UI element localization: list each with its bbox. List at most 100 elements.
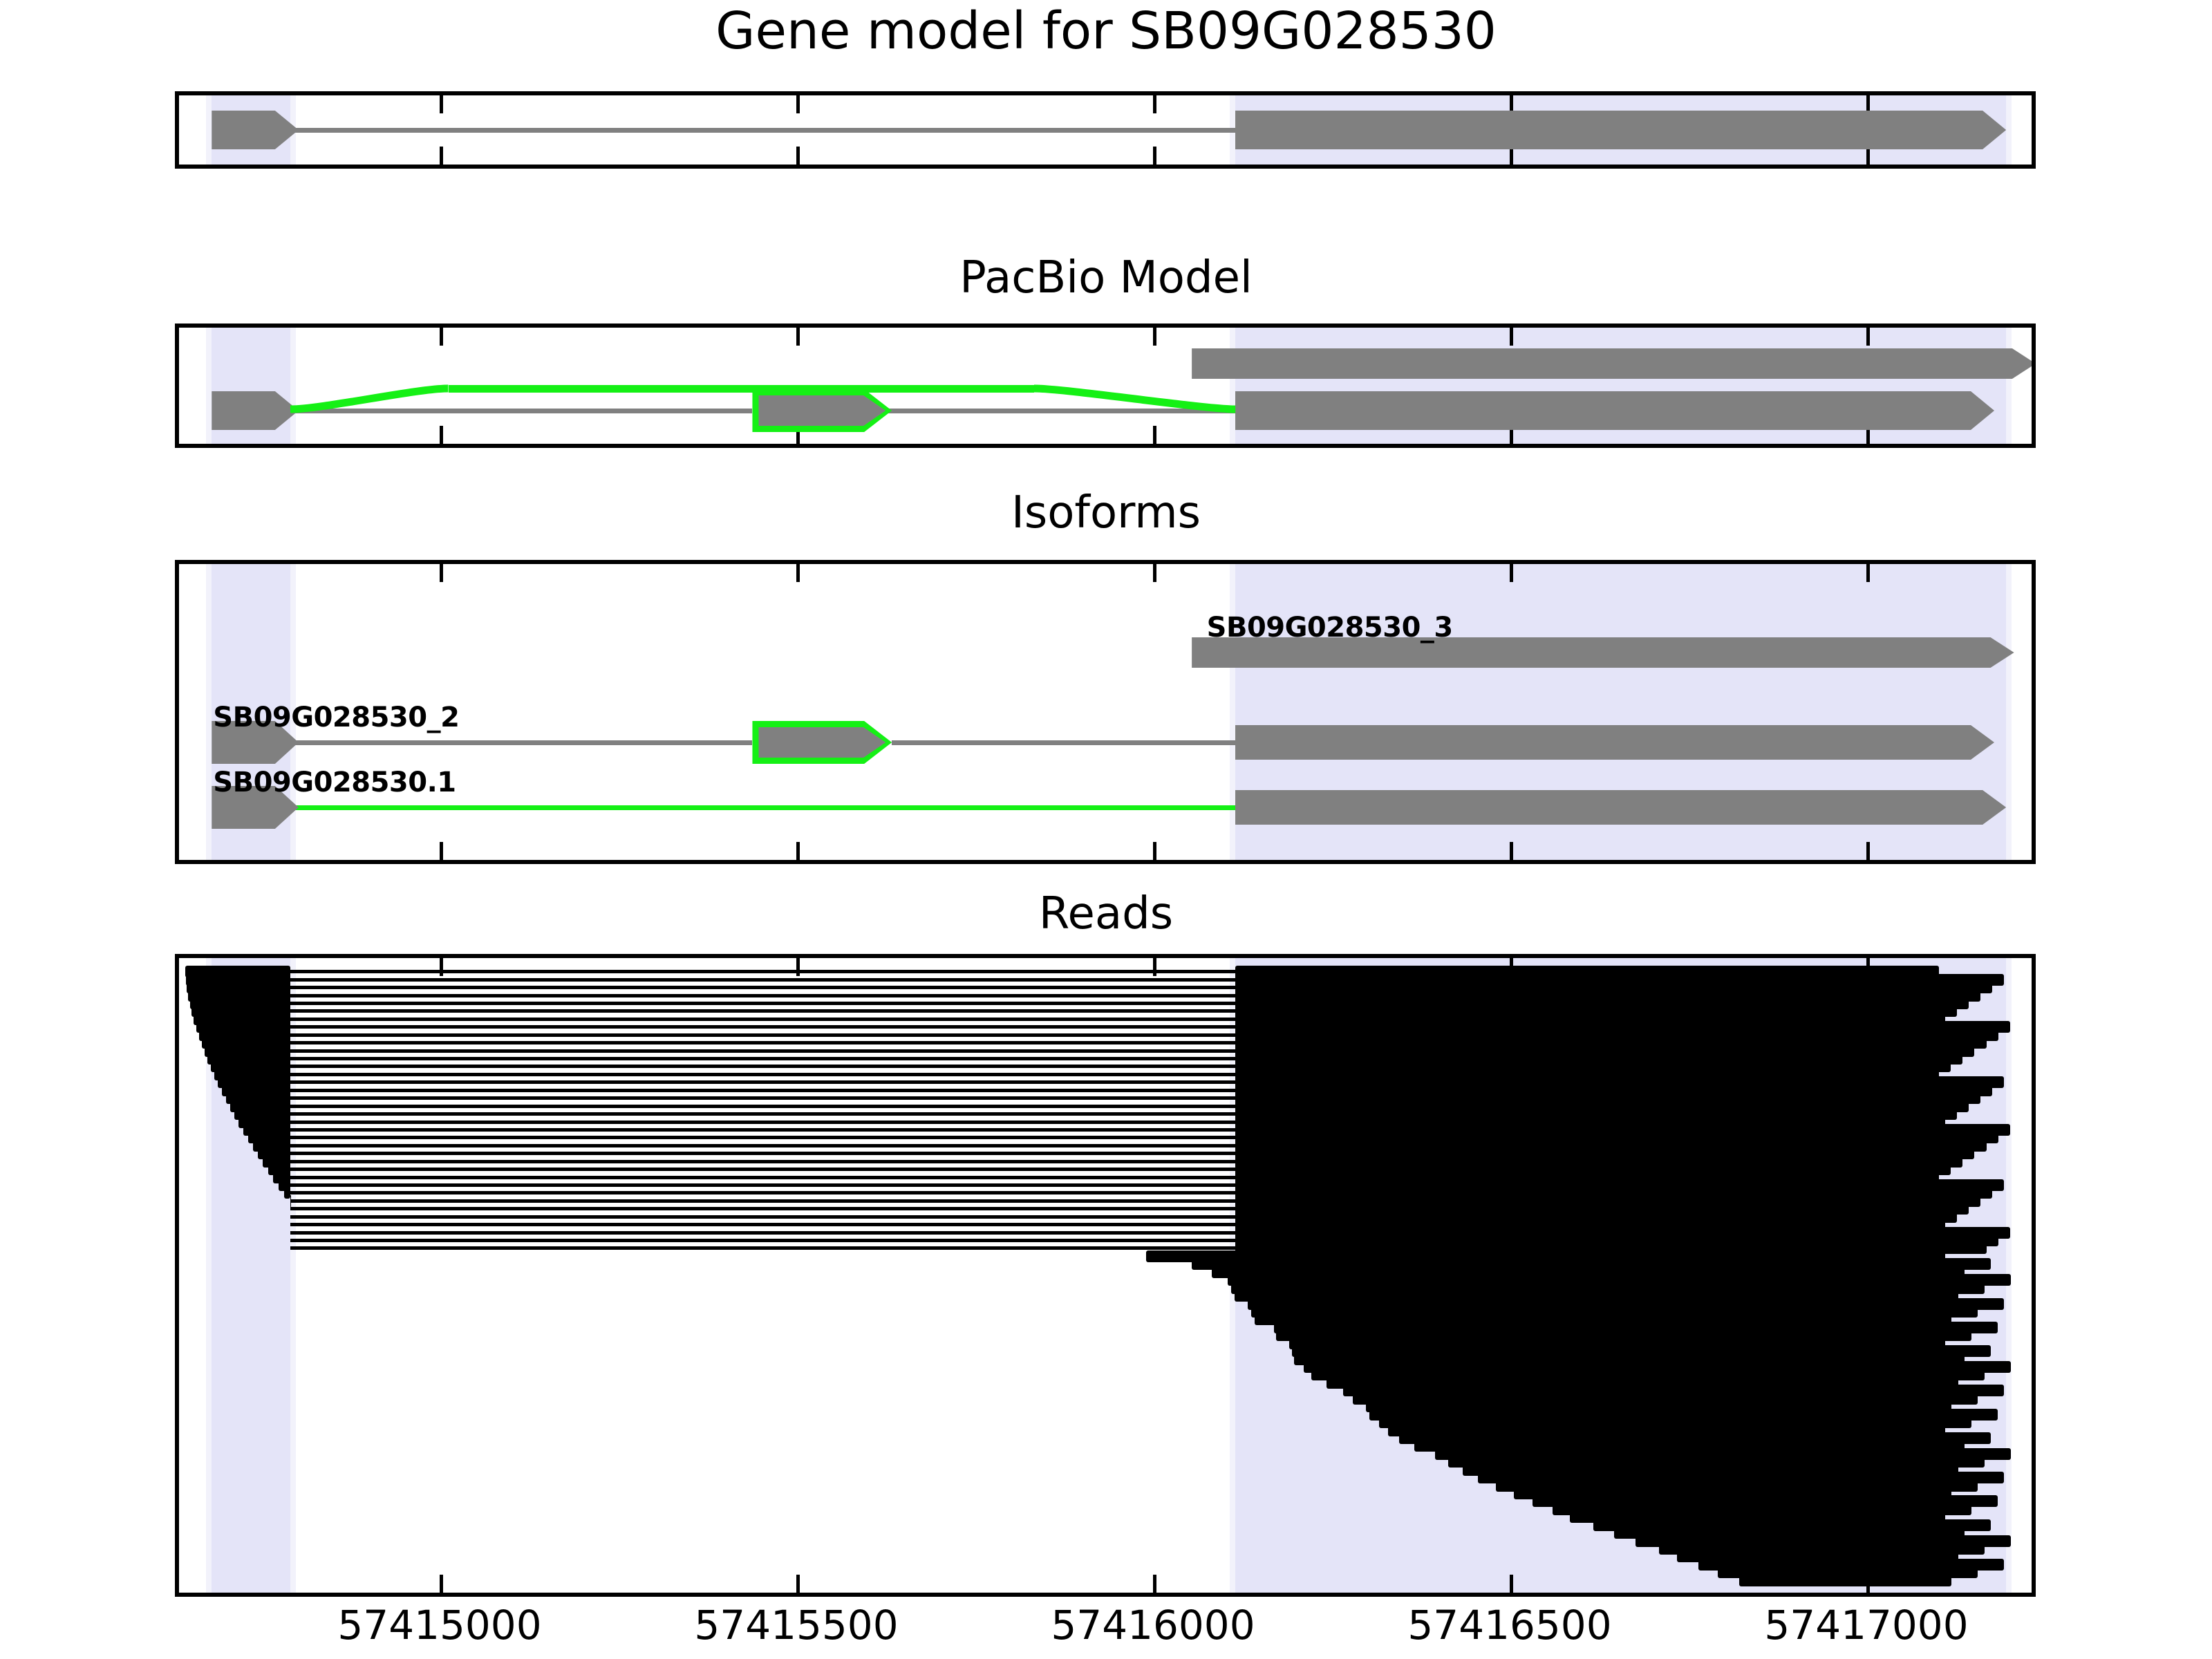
x-axis-tick-label-2: 57416000 <box>1051 1602 1255 1649</box>
tick-bottom-2 <box>1153 147 1156 165</box>
read-intron-line <box>290 1152 1235 1156</box>
read-intron-line <box>290 1033 1235 1037</box>
read-intron-line <box>290 1001 1235 1005</box>
highlight-edge-b-0 <box>290 328 297 444</box>
read-intron-line <box>290 1088 1235 1092</box>
highlight-edge-0 <box>206 328 212 444</box>
reads-panel <box>175 954 2036 1597</box>
tick-bottom-0 <box>440 147 443 165</box>
tick-bottom-4 <box>1866 426 1870 444</box>
read-intron-line <box>290 1049 1235 1053</box>
read-intron-line <box>290 1120 1235 1124</box>
tick-bottom-3 <box>1510 147 1513 165</box>
tick-bottom-1 <box>796 147 800 165</box>
read-intron-line <box>290 993 1235 997</box>
tick-top-3 <box>1510 95 1513 113</box>
read-intron-line <box>290 1215 1235 1219</box>
tick-top-4 <box>1866 95 1870 113</box>
read-exon-block <box>290 1194 291 1207</box>
tick-top-1 <box>796 95 800 113</box>
tick-top-0 <box>440 958 443 976</box>
tick-bottom-3 <box>1510 426 1513 444</box>
tick-top-4 <box>1866 328 1870 346</box>
tick-bottom-4 <box>1866 147 1870 165</box>
read-intron-line <box>290 1057 1235 1060</box>
read-intron-line <box>290 1041 1235 1045</box>
intron-line <box>892 740 1235 745</box>
highlight-edge-b-0 <box>290 958 297 1593</box>
exon-block <box>1192 348 2036 379</box>
x-axis-tick-label-3: 57416500 <box>1407 1602 1612 1649</box>
tick-bottom-0 <box>440 426 443 444</box>
pacbio-model-title: PacBio Model <box>959 252 1253 303</box>
tick-top-3 <box>1510 328 1513 346</box>
intron-line <box>290 408 753 413</box>
read-intron-line <box>290 1246 1235 1250</box>
highlight-edge-0 <box>206 958 212 1593</box>
splice-curve <box>1033 384 1235 413</box>
isoform-label-3: SB09G028530_3 <box>1206 612 1454 644</box>
tick-bottom-0 <box>440 842 443 860</box>
x-axis-tick-label-1: 57415500 <box>694 1602 899 1649</box>
read-intron-line <box>290 1017 1235 1021</box>
highlight-edge-b-0 <box>290 564 297 860</box>
highlight-edge-0 <box>206 564 212 860</box>
read-exon-block <box>1738 1574 1952 1586</box>
intron-line-green <box>290 805 1235 810</box>
reads-title: Reads <box>1038 888 1174 939</box>
read-intron-line <box>290 1009 1235 1013</box>
read-intron-line <box>290 977 1235 982</box>
isoform-label-2: SB09G028530_2 <box>213 702 460 733</box>
exon-block-highlighted <box>752 389 892 432</box>
highlight-edge-0 <box>206 95 212 165</box>
tick-bottom-1 <box>796 1575 800 1593</box>
highlight-edge-1 <box>1229 328 1235 444</box>
page-title: Gene model for SB09G028530 <box>715 1 1497 61</box>
read-intron-line <box>290 1183 1235 1187</box>
read-intron-line <box>290 1223 1235 1227</box>
gene-model-panel <box>175 91 2036 169</box>
read-intron-line <box>290 1191 1235 1195</box>
read-intron-line <box>290 1168 1235 1172</box>
tick-top-2 <box>1153 564 1156 582</box>
tick-bottom-1 <box>796 426 800 444</box>
read-intron-line <box>290 1096 1235 1100</box>
read-intron-line <box>290 1136 1235 1140</box>
intron-line-green <box>448 384 1034 393</box>
read-intron-line <box>290 1230 1235 1235</box>
tick-top-1 <box>796 958 800 976</box>
exon-block <box>1235 725 1994 760</box>
read-intron-line <box>290 1127 1235 1132</box>
tick-bottom-2 <box>1153 842 1156 860</box>
x-axis-tick-label-4: 57417000 <box>1764 1602 1969 1649</box>
read-intron-line <box>290 1159 1235 1163</box>
isoforms-title: Isoforms <box>1011 487 1201 538</box>
intron-line <box>290 127 1235 133</box>
x-axis-tick-label-0: 57415000 <box>337 1602 542 1649</box>
exon-block <box>1192 637 2014 668</box>
tick-bottom-3 <box>1510 842 1513 860</box>
tick-bottom-0 <box>440 1575 443 1593</box>
tick-top-2 <box>1153 328 1156 346</box>
highlight-edge-b-1 <box>2006 564 2012 860</box>
tick-top-0 <box>440 564 443 582</box>
tick-top-0 <box>440 95 443 113</box>
read-intron-line <box>290 1207 1235 1211</box>
read-intron-line <box>290 970 1235 974</box>
highlight-edge-1 <box>1229 564 1235 860</box>
splice-curve <box>290 384 449 413</box>
read-intron-line <box>290 1112 1235 1116</box>
isoform-label-1: SB09G028530.1 <box>213 767 456 798</box>
read-intron-line <box>290 1239 1235 1243</box>
tick-bottom-3 <box>1510 1575 1513 1593</box>
read-intron-line <box>290 1065 1235 1069</box>
tick-top-4 <box>1866 564 1870 582</box>
exon-block <box>1235 391 1994 430</box>
read-intron-line <box>290 1104 1235 1108</box>
intron-line <box>290 740 753 745</box>
tick-bottom-2 <box>1153 1575 1156 1593</box>
read-intron-line <box>290 1143 1235 1147</box>
tick-top-0 <box>440 328 443 346</box>
isoforms-panel: SB09G028530_3 SB09G028530_2 SB09G028530.1 <box>175 560 2036 864</box>
